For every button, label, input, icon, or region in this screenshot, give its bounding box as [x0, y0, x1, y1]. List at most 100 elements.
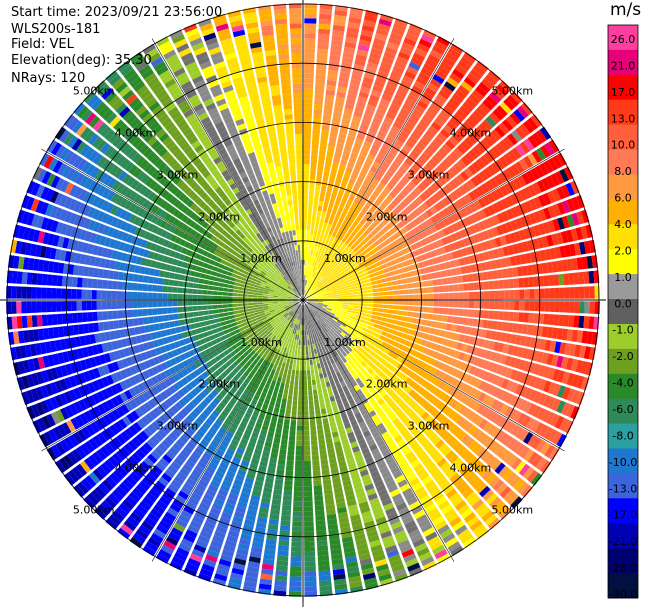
velocity-gate	[308, 204, 313, 210]
velocity-gate	[408, 229, 416, 237]
velocity-gate	[490, 190, 500, 201]
velocity-gate	[323, 170, 330, 177]
velocity-gate	[412, 235, 420, 243]
velocity-gate	[347, 21, 361, 29]
velocity-gate	[303, 244, 306, 250]
velocity-gate	[465, 265, 472, 274]
velocity-gate	[534, 301, 540, 312]
velocity-gate	[320, 362, 325, 368]
velocity-gate	[374, 80, 385, 89]
velocity-gate	[318, 570, 331, 577]
velocity-gate	[399, 46, 413, 56]
velocity-gate	[453, 162, 463, 173]
velocity-gate	[448, 284, 454, 292]
velocity-gate	[314, 369, 319, 375]
velocity-gate	[338, 277, 344, 282]
velocity-gate	[438, 89, 450, 100]
velocity-gate	[327, 304, 333, 307]
velocity-gate	[309, 235, 313, 241]
velocity-gate	[460, 156, 471, 167]
velocity-gate	[343, 302, 349, 305]
velocity-gate	[294, 349, 298, 355]
velocity-gate	[332, 29, 345, 37]
velocity-gate	[344, 203, 351, 211]
velocity-gate	[361, 145, 370, 153]
velocity-gate	[300, 350, 303, 356]
velocity-gate	[455, 325, 462, 333]
velocity-gate	[471, 130, 482, 141]
velocity-gate	[468, 255, 476, 264]
velocity-gate	[441, 143, 452, 154]
velocity-gate	[440, 186, 449, 196]
velocity-gate	[324, 275, 330, 280]
velocity-gate	[331, 289, 337, 292]
velocity-gate	[509, 290, 515, 299]
velocity-gate	[478, 310, 484, 319]
velocity-gate	[331, 162, 339, 169]
velocity-gate	[480, 183, 490, 194]
velocity-gate	[374, 261, 381, 267]
velocity-gate	[225, 319, 232, 325]
velocity-gate	[351, 310, 358, 315]
velocity-gate	[368, 293, 374, 297]
velocity-gate	[519, 301, 525, 311]
velocity-gate	[321, 259, 326, 265]
velocity-gate	[403, 289, 409, 295]
velocity-gate	[413, 226, 421, 234]
velocity-gate	[296, 430, 303, 436]
velocity-gate	[307, 294, 312, 298]
velocity-gate	[319, 144, 327, 151]
velocity-gate	[312, 295, 318, 298]
velocity-gate	[309, 276, 312, 282]
velocity-gate	[331, 39, 343, 47]
velocity-gate	[303, 113, 312, 120]
velocity-gate	[386, 152, 396, 161]
velocity-gate	[561, 184, 571, 198]
velocity-gate	[303, 204, 308, 210]
velocity-gate	[517, 242, 525, 253]
velocity-gate	[498, 122, 510, 135]
velocity-gate	[368, 303, 374, 307]
velocity-gate	[303, 229, 307, 235]
velocity-gate	[312, 205, 318, 211]
velocity-gate	[336, 173, 343, 181]
velocity-gate	[297, 350, 301, 356]
velocity-gate	[469, 202, 478, 213]
velocity-gate	[586, 331, 594, 345]
velocity-gate	[511, 267, 519, 277]
velocity-gate	[448, 180, 458, 190]
velocity-gate	[354, 164, 362, 171]
velocity-gate	[367, 269, 374, 275]
velocity-gate	[461, 247, 468, 257]
velocity-gate	[397, 310, 403, 316]
velocity-gate	[385, 194, 394, 203]
velocity-gate	[387, 309, 393, 314]
velocity-gate	[322, 418, 329, 425]
velocity-gate	[314, 505, 325, 511]
velocity-gate	[347, 247, 353, 254]
velocity-gate	[574, 242, 582, 256]
velocity-gate	[312, 124, 321, 130]
velocity-gate	[389, 178, 398, 187]
velocity-gate	[357, 154, 366, 162]
velocity-gate	[546, 261, 554, 273]
velocity-gate	[358, 188, 366, 196]
velocity-gate	[305, 270, 308, 276]
velocity-gate	[318, 565, 331, 572]
velocity-gate	[319, 398, 325, 405]
velocity-gate	[483, 339, 490, 349]
velocity-gate	[320, 287, 326, 291]
velocity-gate	[322, 222, 328, 229]
velocity-gate	[303, 209, 308, 215]
velocity-gate	[413, 217, 421, 226]
velocity-gate	[364, 108, 375, 117]
velocity-gate	[568, 272, 575, 285]
velocity-gate	[473, 223, 482, 233]
velocity-gate	[443, 81, 456, 92]
velocity-gate	[559, 168, 570, 183]
velocity-gate	[519, 254, 527, 265]
velocity-gate	[337, 307, 343, 311]
velocity-gate	[319, 258, 324, 264]
velocity-gate	[352, 305, 358, 309]
velocity-gate	[316, 53, 328, 60]
